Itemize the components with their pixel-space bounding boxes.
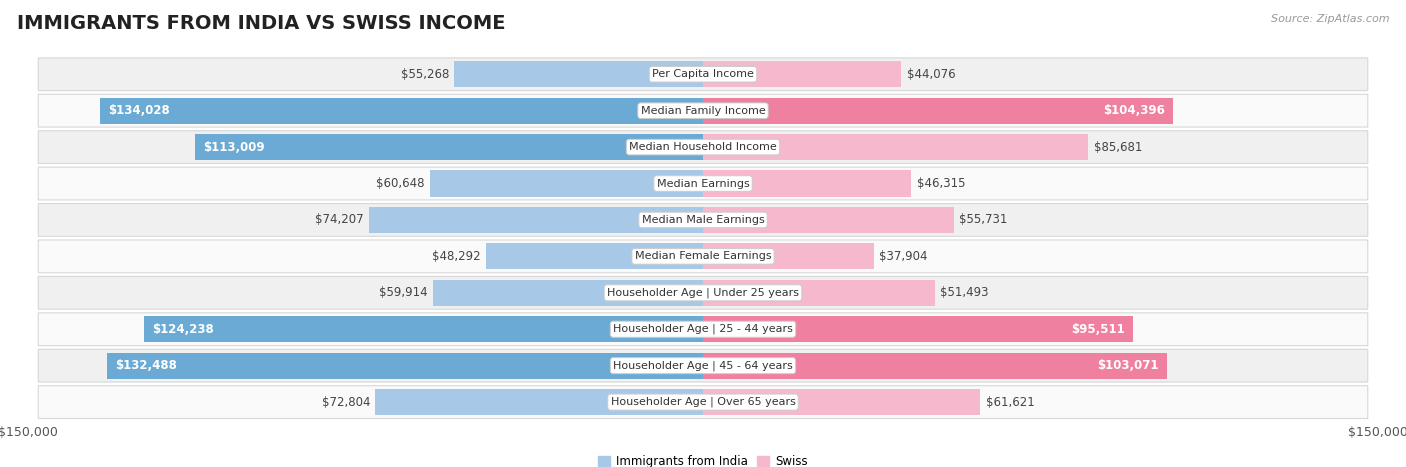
Text: Median Male Earnings: Median Male Earnings <box>641 215 765 225</box>
Text: $74,207: $74,207 <box>315 213 364 226</box>
Bar <box>370 207 703 233</box>
Text: $113,009: $113,009 <box>202 141 264 154</box>
FancyBboxPatch shape <box>38 131 1368 163</box>
Text: Source: ZipAtlas.com: Source: ZipAtlas.com <box>1271 14 1389 24</box>
Bar <box>703 61 901 87</box>
Text: $132,488: $132,488 <box>115 359 177 372</box>
Bar <box>375 389 703 415</box>
Text: $61,621: $61,621 <box>986 396 1035 409</box>
FancyBboxPatch shape <box>38 276 1368 309</box>
Text: $59,914: $59,914 <box>380 286 427 299</box>
Bar <box>433 280 703 306</box>
Text: $51,493: $51,493 <box>941 286 988 299</box>
Text: $124,238: $124,238 <box>152 323 214 336</box>
FancyBboxPatch shape <box>38 204 1368 236</box>
Bar <box>703 316 1133 342</box>
Text: $104,396: $104,396 <box>1102 104 1164 117</box>
Bar <box>703 243 873 269</box>
Bar <box>143 316 703 342</box>
Text: $134,028: $134,028 <box>108 104 170 117</box>
Bar <box>703 353 1167 379</box>
FancyBboxPatch shape <box>38 94 1368 127</box>
FancyBboxPatch shape <box>38 167 1368 200</box>
Text: $37,904: $37,904 <box>879 250 928 263</box>
Text: Median Female Earnings: Median Female Earnings <box>634 251 772 262</box>
Bar <box>703 207 953 233</box>
Bar <box>703 134 1088 160</box>
Bar <box>454 61 703 87</box>
Text: Median Earnings: Median Earnings <box>657 178 749 189</box>
Bar <box>703 389 980 415</box>
Bar <box>703 98 1173 124</box>
Bar <box>107 353 703 379</box>
Text: $46,315: $46,315 <box>917 177 966 190</box>
Legend: Immigrants from India, Swiss: Immigrants from India, Swiss <box>593 450 813 467</box>
Text: Householder Age | 45 - 64 years: Householder Age | 45 - 64 years <box>613 361 793 371</box>
Text: $103,071: $103,071 <box>1097 359 1159 372</box>
Text: Median Family Income: Median Family Income <box>641 106 765 116</box>
FancyBboxPatch shape <box>38 349 1368 382</box>
Text: $48,292: $48,292 <box>432 250 481 263</box>
Bar <box>100 98 703 124</box>
Text: Per Capita Income: Per Capita Income <box>652 69 754 79</box>
Text: Householder Age | 25 - 44 years: Householder Age | 25 - 44 years <box>613 324 793 334</box>
FancyBboxPatch shape <box>38 240 1368 273</box>
Bar <box>703 280 935 306</box>
Text: Householder Age | Over 65 years: Householder Age | Over 65 years <box>610 397 796 407</box>
Text: $44,076: $44,076 <box>907 68 955 81</box>
Text: IMMIGRANTS FROM INDIA VS SWISS INCOME: IMMIGRANTS FROM INDIA VS SWISS INCOME <box>17 14 505 33</box>
FancyBboxPatch shape <box>38 313 1368 346</box>
FancyBboxPatch shape <box>38 386 1368 418</box>
Bar <box>430 170 703 197</box>
Text: $60,648: $60,648 <box>377 177 425 190</box>
Text: Householder Age | Under 25 years: Householder Age | Under 25 years <box>607 288 799 298</box>
Text: $72,804: $72,804 <box>322 396 370 409</box>
Text: $55,268: $55,268 <box>401 68 449 81</box>
Bar <box>194 134 703 160</box>
FancyBboxPatch shape <box>38 58 1368 91</box>
Bar <box>485 243 703 269</box>
Bar <box>703 170 911 197</box>
Text: $95,511: $95,511 <box>1071 323 1125 336</box>
Text: $55,731: $55,731 <box>959 213 1008 226</box>
Text: Median Household Income: Median Household Income <box>628 142 778 152</box>
Text: $85,681: $85,681 <box>1094 141 1142 154</box>
